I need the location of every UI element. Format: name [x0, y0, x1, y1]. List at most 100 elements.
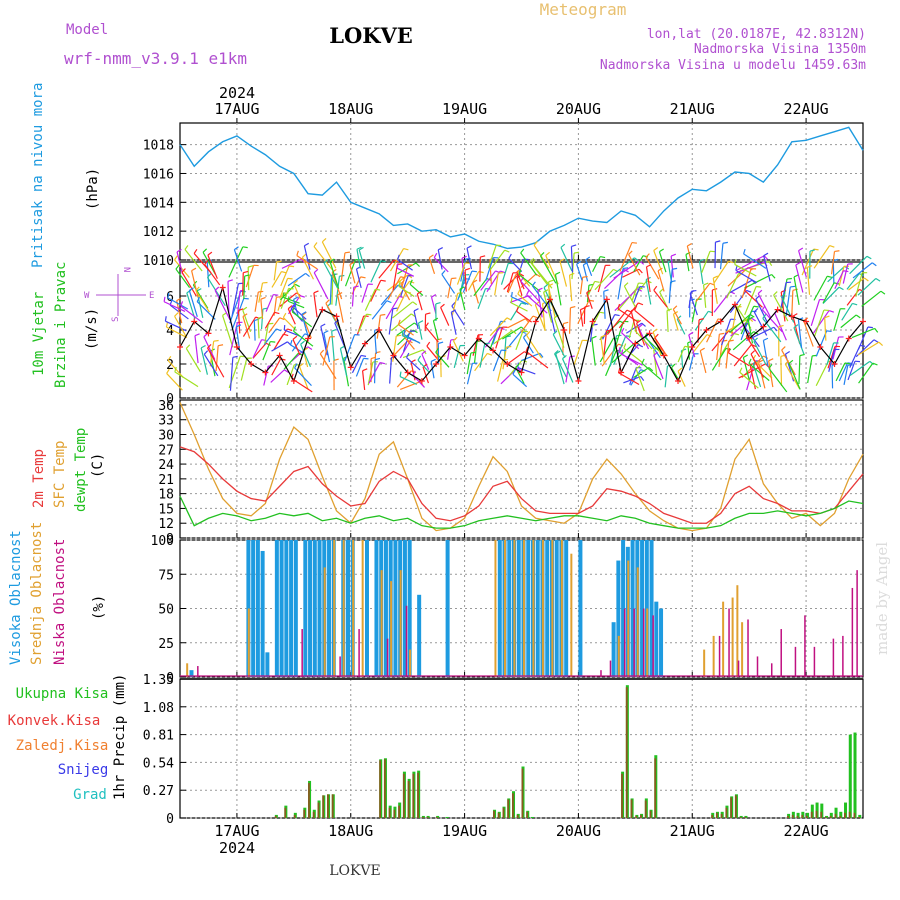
wind-barb-flag [344, 251, 350, 254]
wind-barb [743, 253, 767, 269]
wind-barb-flag [435, 347, 439, 353]
wind-barb [669, 269, 673, 291]
precip-total-bar [848, 734, 852, 818]
wind-barb [370, 280, 382, 302]
wind-barb-flag [195, 286, 200, 292]
wind-barb-flag [617, 303, 621, 310]
precip-conv-bar [497, 812, 500, 818]
wind-barb [806, 267, 811, 295]
precip-total-bar [810, 804, 814, 818]
temperature-ytick-label: 15 [158, 502, 174, 517]
cloud-ylabel-3: Niska Oblacnost [52, 539, 68, 665]
wind-barb [477, 288, 487, 310]
wind-barb [753, 341, 767, 366]
wind-barb [832, 336, 840, 360]
cloud-bar-1 [551, 540, 554, 677]
cloud-bar-0 [402, 540, 407, 677]
wind-barb-flag [174, 312, 179, 317]
wind-barb [525, 350, 549, 369]
wind-barb [628, 254, 641, 276]
cloud-bar-1 [390, 581, 393, 677]
wind-barb [634, 330, 653, 350]
wind-barb-flag [744, 322, 749, 328]
wind-barb [851, 327, 875, 339]
wind-barb [599, 337, 615, 363]
precip-total-bar [806, 812, 810, 818]
wind-barb [466, 363, 474, 385]
wind-barb-flag [526, 331, 531, 336]
wind-barb-flag [672, 305, 678, 310]
wind-barb [291, 311, 313, 328]
wind-barb-flag [744, 285, 748, 291]
wind-barb-flag [274, 311, 280, 315]
wind-barb-flag [397, 319, 401, 325]
wind-barb [497, 359, 504, 382]
wind-barb [339, 348, 348, 377]
wind-barb [586, 292, 593, 309]
wind-barb [852, 262, 873, 279]
wind-barb-flag [539, 352, 544, 358]
wind-barb-flag [739, 367, 743, 373]
wind-barb-flag [289, 265, 295, 268]
precip-ytick-label: 1.08 [143, 701, 174, 716]
wind-barb [846, 273, 860, 290]
precip-conv-bar [806, 815, 808, 818]
precip-conv-bar [640, 814, 642, 818]
wind-barb [632, 286, 641, 305]
wind-barb [184, 249, 203, 272]
wind-barb-flag [412, 329, 418, 334]
temperature-ytick-label: 24 [158, 458, 174, 473]
wind-barb-flag [569, 355, 575, 358]
cloud-bar-2 [642, 608, 645, 677]
cloud-bar-1 [494, 540, 497, 677]
cloud-bar-1 [522, 540, 525, 677]
wind-barb-flag [287, 328, 293, 332]
wind-barb [293, 283, 302, 300]
wind-barb-flag [792, 313, 798, 317]
wind-barb [740, 305, 755, 335]
wind-barb [466, 352, 472, 375]
wind-barb [741, 268, 752, 299]
wind-barb [720, 333, 735, 357]
wind-barb-flag [242, 313, 248, 317]
wind-barb-flag [712, 275, 719, 279]
wind-barb-flag [164, 316, 167, 322]
wind-barb [553, 353, 567, 378]
cloud-bar-0 [284, 540, 289, 677]
wind-barb-flag [480, 255, 486, 258]
wind-barb [630, 310, 638, 334]
wind-gust-marker [276, 352, 283, 359]
wind-barb-flag [435, 301, 441, 305]
precip-conv-bar [791, 814, 794, 818]
top-day-label: 21AUG [670, 100, 715, 118]
wind-barb [397, 259, 413, 271]
wind-barb [568, 275, 573, 302]
wind-barb-flag [296, 250, 299, 256]
wind-barb [539, 255, 557, 284]
wind-barb-flag [185, 344, 191, 349]
precip-conv-bar [402, 773, 405, 818]
cloud-bar-1 [741, 622, 744, 677]
bottom-day-label: 22AUG [784, 822, 829, 840]
wind-barb-flag [353, 285, 359, 288]
wind-gust-marker [561, 327, 568, 333]
wind-barb-flag [641, 358, 645, 364]
wind-barb-flag [737, 303, 742, 309]
wind-barb [231, 298, 245, 331]
wind-barb-flag [304, 242, 310, 247]
wind-barb [516, 277, 523, 296]
wind-barb [264, 323, 269, 344]
wind-barb [270, 369, 285, 383]
pressure-ytick-label: 1016 [143, 167, 174, 182]
wind-barb [361, 370, 366, 391]
wind-barb-flag [325, 299, 330, 304]
wind-barb [576, 263, 583, 281]
wind-barb-flag [869, 360, 875, 366]
wind-barb [242, 316, 251, 339]
wind-barb [480, 270, 497, 291]
wind-panel: 0 2 4 6 [163, 238, 886, 407]
wind-barb [687, 342, 691, 360]
wind-barb [487, 244, 497, 269]
wind-barb-flag [586, 289, 592, 294]
wind-gust-marker [475, 335, 482, 342]
